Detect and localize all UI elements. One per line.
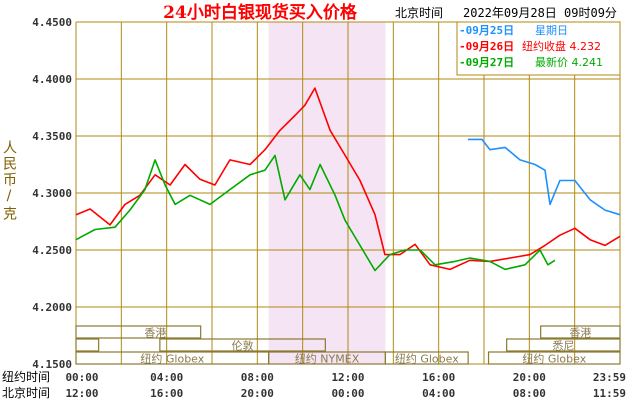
session-box (75, 338, 100, 352)
y-tick-label: 4.2000 (32, 301, 72, 314)
session-label-sydney: 悉尼 (552, 340, 574, 353)
legend-info-2: 最新价 4.241 (535, 55, 603, 69)
session-label-hongkong: 香港 (144, 327, 166, 340)
legend-date-0: -09月25日 (459, 24, 514, 37)
x-row1-tick: 08:00 (241, 371, 274, 384)
legend-date-2: -09月27日 (459, 56, 514, 69)
x-row2-tick: 00:00 (331, 387, 364, 400)
x-row1-tick: 04:00 (150, 371, 183, 384)
timezone-label: 北京时间 (395, 6, 443, 20)
session-label-ny_nymex: 纽约 NYMEX (295, 352, 360, 366)
current-datetime: 2022年09月28日 09时09分 (463, 6, 617, 20)
x-row2-tick: 04:00 (422, 387, 455, 400)
session-label-ny_globex: 纽约 Globex (522, 352, 586, 366)
x-row2-tick: 20:00 (241, 387, 274, 400)
session-label-hongkong: 香港 (569, 327, 591, 340)
session-box (159, 338, 326, 352)
x-row2-tick: 12:00 (65, 387, 98, 400)
session-box (75, 325, 202, 339)
x-row2-tick: 11:59 (593, 387, 626, 400)
y-tick-label: 4.3000 (32, 187, 72, 200)
y-tick-label: 4.4500 (32, 16, 72, 29)
legend: -09月25日 星期日 -09月26日 纽约收盘 4.232 -09月27日 最… (456, 21, 621, 76)
series-line-blue (467, 138, 621, 216)
session-box (540, 325, 621, 339)
y-tick-label: 4.3500 (32, 130, 72, 143)
x-row1-tick: 23:59 (593, 371, 626, 384)
legend-info-0: 星期日 (535, 24, 568, 37)
x-row2-tick: 16:00 (150, 387, 183, 400)
y-tick-label: 4.4000 (32, 73, 72, 86)
session-label-ny_globex: 纽约 Globex (395, 352, 459, 366)
legend-info-1: 纽约收盘 4.232 (522, 39, 601, 53)
session-box (384, 351, 469, 365)
session-box (506, 338, 621, 352)
x-row1-tick: 12:00 (331, 371, 364, 384)
x-row2-tick: 08:00 (513, 387, 546, 400)
chart-title: 24小时白银现货买入价格 (163, 2, 358, 23)
session-box (487, 351, 621, 365)
x-row1-tick: 20:00 (513, 371, 546, 384)
x-row1-label: 纽约时间 (2, 369, 50, 384)
session-label-london: 伦敦 (232, 339, 254, 353)
series-line-red (75, 87, 621, 271)
y-axis-label: 人民币/克 (1, 140, 17, 222)
x-row2-label: 北京时间 (2, 386, 50, 400)
session-label-ny_globex: 纽约 Globex (140, 352, 204, 366)
y-tick-label: 4.2500 (32, 244, 72, 257)
x-row1-tick: 00:00 (65, 371, 98, 384)
legend-date-1: -09月26日 (459, 40, 514, 53)
series-lines (75, 87, 621, 272)
y-axis: 4.4500 4.4000 4.3500 4.3000 4.2500 4.2000 4.15… (32, 16, 72, 371)
y-tick-label: 4.1500 (32, 358, 72, 371)
x-row1-tick: 16:00 (422, 371, 455, 384)
series-line-green (75, 154, 556, 272)
